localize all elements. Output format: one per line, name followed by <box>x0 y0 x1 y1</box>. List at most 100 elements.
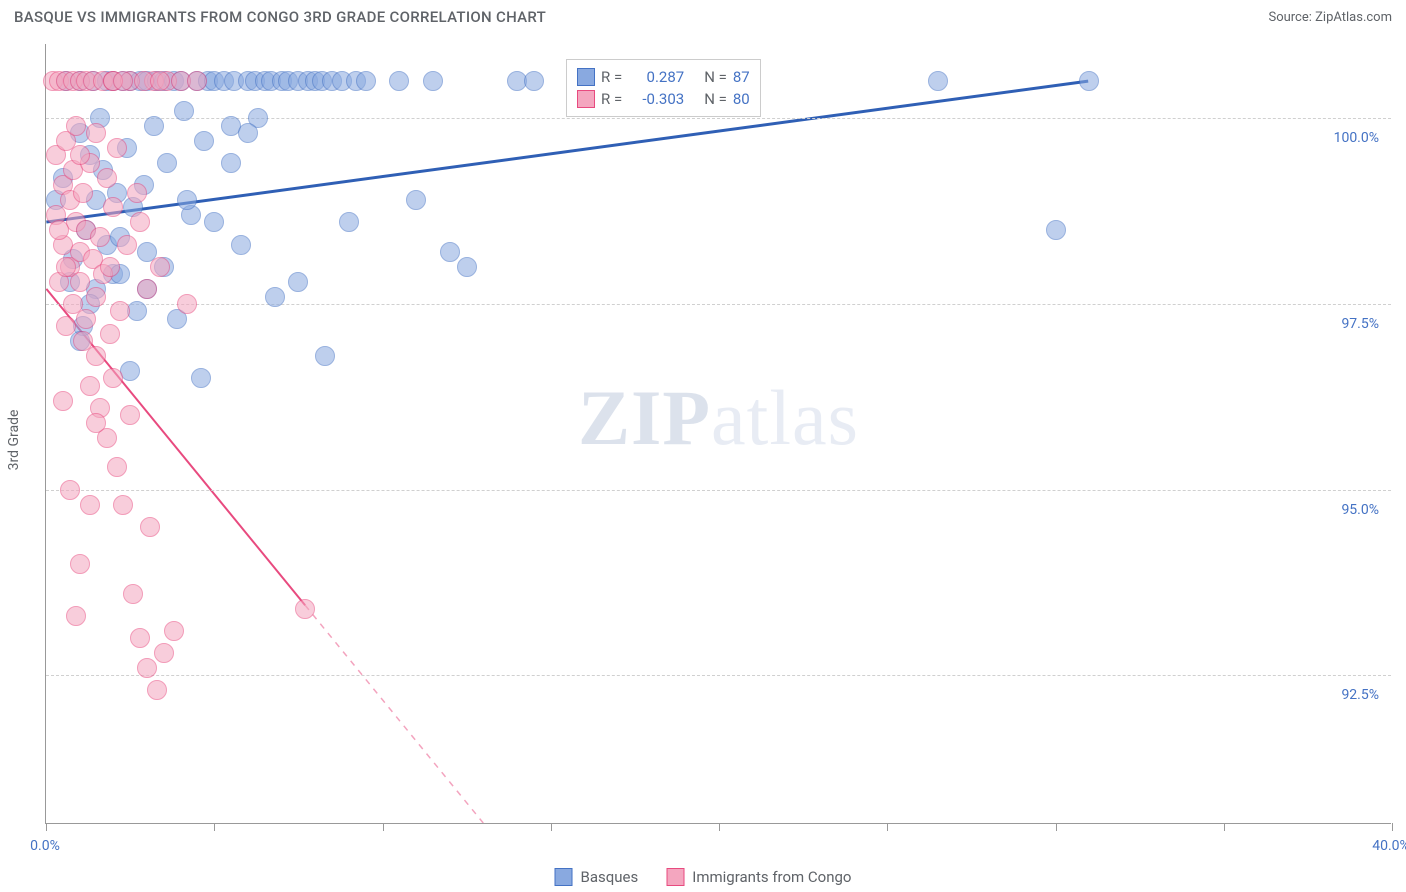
data-point <box>187 71 207 91</box>
x-tick <box>1392 823 1393 831</box>
data-point <box>80 495 100 515</box>
data-point <box>177 294 197 314</box>
data-point <box>110 301 130 321</box>
data-point <box>221 153 241 173</box>
data-point <box>423 71 443 91</box>
data-point <box>120 405 140 425</box>
data-point <box>107 457 127 477</box>
data-point <box>137 658 157 678</box>
data-point <box>123 584 143 604</box>
data-point <box>107 138 127 158</box>
x-tick <box>383 823 384 831</box>
data-point <box>315 346 335 366</box>
data-point <box>356 71 376 91</box>
data-point <box>70 145 90 165</box>
data-point <box>86 287 106 307</box>
x-tick <box>46 823 47 831</box>
data-point <box>73 183 93 203</box>
chart-source: Source: ZipAtlas.com <box>1268 10 1392 25</box>
data-point <box>177 190 197 210</box>
chart-header: BASQUE VS IMMIGRANTS FROM CONGO 3RD GRAD… <box>0 0 1406 30</box>
data-point <box>288 272 308 292</box>
data-point <box>1046 220 1066 240</box>
chart-title: BASQUE VS IMMIGRANTS FROM CONGO 3RD GRAD… <box>14 8 546 26</box>
data-point <box>100 257 120 277</box>
data-point <box>147 680 167 700</box>
y-tick-label: 97.5% <box>1341 316 1379 332</box>
y-tick-label: 92.5% <box>1341 687 1379 703</box>
data-point <box>60 480 80 500</box>
data-point <box>157 153 177 173</box>
data-point <box>406 190 426 210</box>
data-point <box>127 183 147 203</box>
data-point <box>103 197 123 217</box>
gridline <box>46 304 1391 305</box>
swatch-congo-icon <box>666 868 684 886</box>
data-point <box>70 272 90 292</box>
x-tick <box>551 823 552 831</box>
data-point <box>86 123 106 143</box>
data-point <box>56 316 76 336</box>
data-point <box>457 257 477 277</box>
y-tick-label: 100.0% <box>1334 130 1379 146</box>
data-point <box>389 71 409 91</box>
x-tick <box>1224 823 1225 831</box>
data-point <box>49 220 69 240</box>
data-point <box>90 227 110 247</box>
data-point <box>56 257 76 277</box>
data-point <box>191 368 211 388</box>
data-point <box>238 123 258 143</box>
x-tick-label: 40.0% <box>1372 838 1406 854</box>
x-tick <box>719 823 720 831</box>
data-point <box>130 212 150 232</box>
data-point <box>524 71 544 91</box>
data-point <box>103 368 123 388</box>
data-point <box>231 235 251 255</box>
stats-row-congo: R = -0.303 N = 80 <box>577 88 750 110</box>
data-point <box>130 628 150 648</box>
y-tick-label: 95.0% <box>1341 502 1379 518</box>
data-point <box>66 116 86 136</box>
stats-legend: R = 0.287 N = 87 R = -0.303 N = 80 <box>566 59 761 117</box>
x-tick-label: 0.0% <box>30 838 60 854</box>
data-point <box>86 413 106 433</box>
data-point <box>53 391 73 411</box>
data-point <box>154 643 174 663</box>
data-point <box>150 257 170 277</box>
data-point <box>194 131 214 151</box>
data-point <box>113 71 133 91</box>
data-point <box>76 309 96 329</box>
gridline <box>46 675 1391 676</box>
data-point <box>140 517 160 537</box>
swatch-basques <box>577 68 595 86</box>
data-point <box>97 168 117 188</box>
data-point <box>113 495 133 515</box>
data-point <box>117 235 137 255</box>
legend-item-congo: Immigrants from Congo <box>666 868 851 886</box>
x-tick <box>1056 823 1057 831</box>
data-point <box>80 376 100 396</box>
swatch-basques-icon <box>555 868 573 886</box>
data-point <box>144 116 164 136</box>
data-point <box>295 599 315 619</box>
watermark: ZIPatlas <box>578 373 859 463</box>
data-point <box>164 621 184 641</box>
data-point <box>204 212 224 232</box>
data-point <box>70 554 90 574</box>
data-point <box>137 279 157 299</box>
data-point <box>339 212 359 232</box>
data-point <box>100 324 120 344</box>
swatch-congo <box>577 90 595 108</box>
data-point <box>150 71 170 91</box>
data-point <box>66 606 86 626</box>
y-axis-label: 3rd Grade <box>6 410 22 471</box>
legend-item-basques: Basques <box>555 868 639 886</box>
plot-area: ZIPatlas R = 0.287 N = 87 R = -0.303 N =… <box>45 44 1391 824</box>
data-point <box>1079 71 1099 91</box>
data-point <box>86 346 106 366</box>
trend-lines <box>46 44 1391 823</box>
data-point <box>440 242 460 262</box>
series-legend: Basques Immigrants from Congo <box>555 868 852 886</box>
gridline <box>46 490 1391 491</box>
data-point <box>174 101 194 121</box>
